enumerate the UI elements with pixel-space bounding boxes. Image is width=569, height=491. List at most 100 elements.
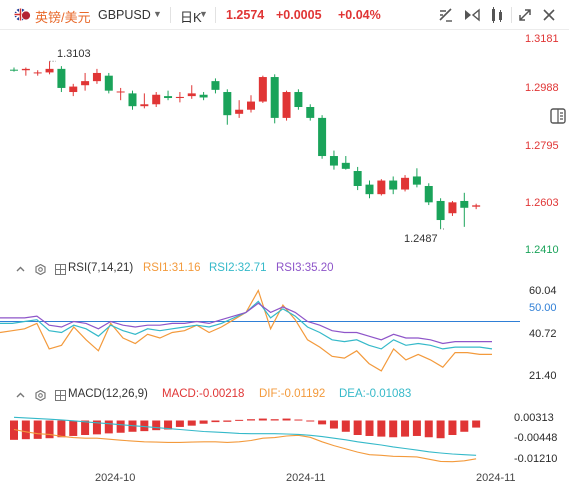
- macd-histogram-bar: [258, 418, 267, 421]
- timeframe-selector[interactable]: 日K: [180, 10, 202, 25]
- candle-body: [199, 94, 208, 98]
- candle-body: [164, 96, 173, 99]
- collapse-icon[interactable]: [15, 264, 26, 275]
- candle-body: [472, 205, 481, 207]
- rsi-chart[interactable]: [0, 280, 520, 385]
- uk-flag-icon: [14, 8, 31, 21]
- timeframe-dropdown-icon[interactable]: ▼: [199, 9, 208, 19]
- symbol-code[interactable]: GBPUSD: [98, 8, 151, 22]
- price-axis-label: 1.2603: [525, 197, 559, 209]
- candle-body: [69, 86, 78, 93]
- dea-value: DEA:-0.01083: [339, 388, 412, 400]
- candle-body: [175, 96, 184, 99]
- macd-histogram-bar: [152, 420, 161, 431]
- macd-histogram-bar: [164, 420, 173, 430]
- dea-line: [13, 416, 477, 456]
- rsi-axis-label: 21.40: [529, 370, 557, 382]
- rsi1-line: [0, 289, 492, 372]
- macd-histogram-bar: [436, 420, 445, 439]
- macd-value: MACD:-0.00218: [162, 388, 245, 400]
- rsi1-value: RSI1:31.16: [143, 262, 201, 274]
- candle-body: [211, 81, 220, 90]
- rsi3-line: [0, 302, 492, 345]
- macd-histogram-bar: [365, 420, 374, 436]
- candlestick-chart[interactable]: [0, 30, 520, 262]
- candle-body: [104, 75, 113, 91]
- candle-body: [294, 92, 303, 108]
- symbol-dropdown-icon[interactable]: ▼: [153, 9, 162, 19]
- rsi2-value: RSI2:32.71: [209, 262, 267, 274]
- macd-histogram-bar: [329, 420, 338, 429]
- macd-histogram-bar: [211, 420, 220, 423]
- last-price: 1.2574: [226, 8, 265, 22]
- candle-body: [436, 200, 445, 221]
- macd-chart[interactable]: [0, 404, 520, 466]
- macd-histogram-bar: [33, 420, 42, 439]
- candle-body: [341, 162, 350, 169]
- dif-value: DIF:-0.01192: [259, 388, 326, 400]
- candle-body: [235, 109, 244, 114]
- candle-body: [282, 92, 291, 118]
- divider: [511, 7, 512, 23]
- macd-indicator-name[interactable]: MACD(12,26,9): [68, 388, 148, 400]
- low-price-marker: 1.2487: [404, 233, 438, 245]
- settings-icon[interactable]: [35, 264, 46, 275]
- close-icon[interactable]: [540, 6, 558, 24]
- candle-body: [21, 68, 30, 71]
- candle-body: [318, 117, 327, 157]
- price-change: +0.0005: [276, 8, 322, 22]
- candle-body: [247, 101, 255, 110]
- indicators-icon[interactable]: [488, 6, 506, 24]
- candle-body: [116, 91, 125, 93]
- candle-body: [365, 184, 374, 195]
- macd-histogram-bar: [472, 420, 481, 428]
- macd-histogram-bar: [140, 420, 149, 432]
- candle-body: [401, 177, 410, 190]
- price-axis-label: 1.3181: [525, 33, 559, 45]
- indicator-list-icon[interactable]: [55, 390, 66, 401]
- collapse-icon[interactable]: [15, 390, 26, 401]
- macd-axis-label: 0.00313: [514, 412, 554, 424]
- fullscreen-icon[interactable]: [516, 6, 534, 24]
- candle-body: [424, 185, 433, 203]
- high-price-marker: 1.3103: [57, 48, 91, 60]
- macd-histogram-bar: [81, 420, 90, 435]
- macd-axis-label: -0.00448: [514, 432, 558, 444]
- candle-body: [306, 107, 315, 118]
- macd-histogram-bar: [199, 420, 208, 424]
- compare-icon[interactable]: [463, 6, 481, 24]
- candle-body: [140, 104, 149, 107]
- chart-settings-icon[interactable]: [437, 6, 455, 24]
- candle-body: [460, 200, 469, 208]
- macd-histogram-bar: [104, 420, 113, 434]
- candle-body: [329, 156, 338, 166]
- side-panel-icon[interactable]: [549, 107, 567, 125]
- symbol-name[interactable]: 英镑/美元: [35, 10, 91, 25]
- macd-histogram-bar: [116, 420, 125, 433]
- rsi2-line: [0, 300, 493, 350]
- rsi-axis-label: 60.04: [529, 285, 557, 297]
- candle-body: [45, 68, 54, 73]
- rsi-axis-label: 40.72: [529, 328, 557, 340]
- divider: [215, 7, 216, 23]
- macd-histogram-bar: [341, 420, 350, 432]
- candle-body: [377, 180, 386, 195]
- macd-histogram-bar: [45, 420, 54, 439]
- macd-histogram-bar: [377, 420, 386, 437]
- macd-histogram-bar: [401, 420, 410, 437]
- macd-histogram-bar: [270, 419, 279, 421]
- macd-histogram-bar: [247, 419, 255, 421]
- candle-body: [187, 93, 196, 97]
- macd-histogram-bar: [187, 420, 196, 426]
- price-axis-label: 1.2410: [525, 244, 559, 256]
- candle-body: [223, 92, 232, 116]
- date-axis-label: 2024-11: [476, 472, 516, 484]
- macd-histogram-bar: [92, 420, 101, 435]
- rsi-indicator-name[interactable]: RSI(7,14,21): [68, 262, 134, 274]
- macd-histogram-bar: [389, 420, 398, 438]
- indicator-list-icon[interactable]: [55, 264, 66, 275]
- candle-body: [92, 72, 101, 82]
- date-axis-label: 2024-11: [286, 472, 326, 484]
- macd-histogram-bar: [21, 420, 30, 440]
- settings-icon[interactable]: [35, 390, 46, 401]
